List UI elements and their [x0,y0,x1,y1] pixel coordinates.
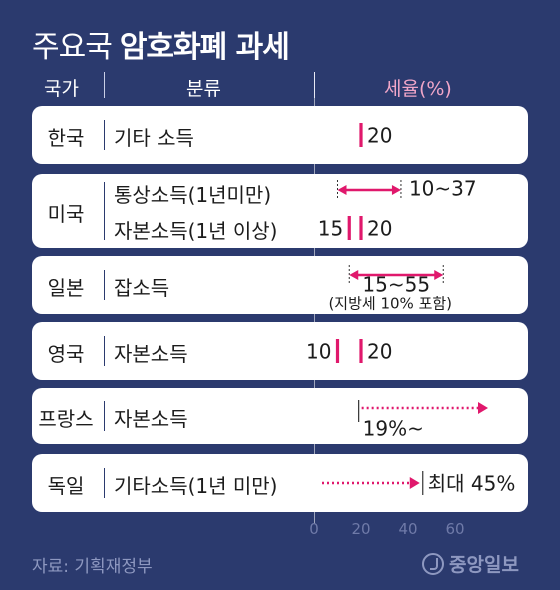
bar-mark [359,123,363,147]
category-label: 기타 소득 [114,126,194,150]
row-separator [104,336,105,366]
row-japan: 일본 잡소득 [32,256,528,314]
header-rate: 세율(%) [384,78,452,100]
range-arrow-right [434,270,444,280]
country-label: 일본 [47,276,85,300]
header-separator [104,72,105,98]
row-separator [104,401,105,431]
category-label: 기타소득(1년 미만) [114,474,278,498]
category-label: 잡소득 [114,276,170,300]
country-label: 미국 [47,202,85,226]
data-label: 10 [306,340,331,364]
zero-axis-line [314,72,315,524]
open-range-arrow [409,477,420,489]
country-label: 독일 [47,474,85,498]
row-korea: 한국 기타 소득 [32,106,528,164]
publisher-logo-text: 중앙일보 [449,554,519,576]
page-title: 주요국 암호화폐 과세 [32,30,290,65]
country-label: 영국 [47,342,85,366]
range-arrow-left [337,185,347,195]
data-label: 19%~ [363,417,424,441]
country-label: 프랑스 [38,407,94,431]
x-tick-label: 0 [309,520,319,538]
country-label: 한국 [47,126,85,150]
x-tick-label: 60 [445,520,465,538]
open-range-arrow [478,402,488,414]
category-label: 자본소득 [114,342,188,366]
bar-mark [359,339,363,363]
bar-mark [347,216,351,240]
data-note: (지방세 10% 포함) [328,295,452,313]
publisher-logo: 중앙일보 [422,550,519,577]
row-usa: 미국 통상소득(1년미만) 자본소득(1년 이상) [32,174,528,248]
source-note: 자료: 기획재정부 [32,557,153,577]
data-label: 15~55 [362,273,430,297]
page-title-bold: 암호화폐 과세 [119,30,290,65]
data-label: 20 [367,217,392,241]
x-tick-label: 20 [351,520,371,538]
data-label: 15 [318,217,343,241]
row-uk: 영국 자본소득 [32,322,528,380]
bar-mark [335,339,340,363]
row-germany: 독일 기타소득(1년 미만) [32,454,528,512]
category-label: 자본소득(1년 이상) [114,219,278,243]
category-label: 자본소득 [114,407,188,431]
header-country: 국가 [44,78,79,100]
data-label: 20 [367,340,392,364]
data-label: 10~37 [409,177,477,201]
publisher-logo-icon [422,552,444,575]
row-france: 프랑스 자본소득 [32,388,528,444]
range-arrow-right [391,185,401,195]
category-label: 통상소득(1년미만) [114,183,272,207]
header-category: 분류 [186,78,221,100]
x-tick-label: 40 [398,520,418,538]
row-separator [104,182,105,240]
bar-mark [359,216,363,240]
data-label: 최대 45% [428,472,516,496]
row-separator [104,120,105,150]
data-label: 20 [367,124,392,148]
range-arrow-left [349,270,359,280]
row-separator [104,468,105,498]
row-separator [104,270,105,300]
